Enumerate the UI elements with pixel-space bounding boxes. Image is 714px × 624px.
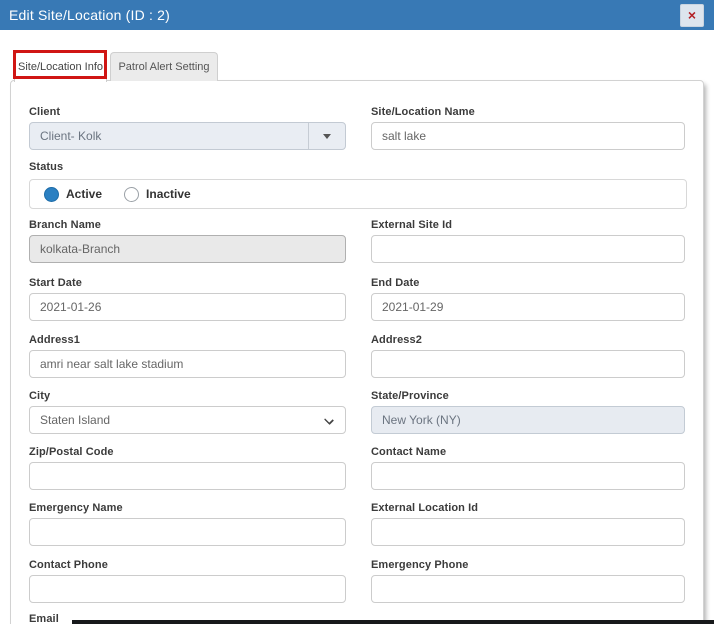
- start-date-input[interactable]: [29, 293, 346, 321]
- client-value: Client- Kolk: [40, 129, 102, 143]
- emergency-phone-label: Emergency Phone: [371, 559, 469, 571]
- city-value: Staten Island: [40, 413, 111, 427]
- tab-patrol-alert-setting[interactable]: Patrol Alert Setting: [110, 52, 218, 81]
- emergency-phone-input[interactable]: [371, 575, 685, 603]
- modal-header: Edit Site/Location (ID : 2) ×: [0, 0, 714, 30]
- address1-input[interactable]: [29, 350, 346, 378]
- branch-name-input: [29, 235, 346, 263]
- client-field: Client Client- Kolk: [29, 106, 346, 150]
- status-active-option[interactable]: Active: [44, 186, 103, 202]
- client-dropdown-button[interactable]: [308, 123, 345, 149]
- status-inactive-option[interactable]: Inactive: [124, 186, 191, 202]
- modal-title: Edit Site/Location (ID : 2): [9, 7, 171, 23]
- caret-down-icon: [323, 133, 331, 139]
- status-label: Status: [29, 161, 64, 173]
- client-label: Client: [29, 106, 61, 118]
- external-location-id-input[interactable]: [371, 518, 685, 546]
- end-date-input[interactable]: [371, 293, 685, 321]
- radio-unselected-icon[interactable]: [124, 186, 140, 202]
- status-field: Status: [29, 161, 346, 177]
- bottom-cutoff-edge: [72, 620, 714, 624]
- emergency-name-field: Emergency Name: [29, 502, 346, 546]
- branch-name-label: Branch Name: [29, 219, 102, 231]
- contact-name-input[interactable]: [371, 462, 685, 490]
- emergency-name-label: Emergency Name: [29, 502, 123, 514]
- city-field: City Staten Island: [29, 390, 346, 434]
- branch-name-field: Branch Name: [29, 219, 346, 263]
- close-button[interactable]: ×: [680, 4, 704, 27]
- site-location-info-panel: Client Client- Kolk Site/Location Name S…: [10, 80, 704, 624]
- state-label: State/Province: [371, 390, 449, 402]
- email-field: Email: [29, 613, 346, 624]
- start-date-label: Start Date: [29, 277, 82, 289]
- city-select[interactable]: Staten Island: [29, 406, 346, 434]
- state-input: [371, 406, 685, 434]
- radio-selected-icon[interactable]: [44, 186, 59, 202]
- contact-phone-input[interactable]: [29, 575, 346, 603]
- email-label: Email: [29, 613, 59, 624]
- emergency-name-input[interactable]: [29, 518, 346, 546]
- tab-site-location-info[interactable]: Site/Location Info: [14, 52, 107, 82]
- address1-label: Address1: [29, 334, 80, 346]
- address2-field: Address2: [371, 334, 685, 378]
- start-date-field: Start Date: [29, 277, 346, 321]
- zip-label: Zip/Postal Code: [29, 446, 114, 458]
- emergency-phone-field: Emergency Phone: [371, 559, 685, 603]
- zip-field: Zip/Postal Code: [29, 446, 346, 490]
- site-name-label: Site/Location Name: [371, 106, 475, 118]
- address2-label: Address2: [371, 334, 422, 346]
- state-field: State/Province: [371, 390, 685, 434]
- contact-phone-label: Contact Phone: [29, 559, 108, 571]
- external-location-id-label: External Location Id: [371, 502, 479, 514]
- zip-input[interactable]: [29, 462, 346, 490]
- site-name-input[interactable]: [371, 122, 685, 150]
- site-name-field: Site/Location Name: [371, 106, 685, 150]
- client-dropdown[interactable]: Client- Kolk: [29, 122, 346, 150]
- external-site-id-label: External Site Id: [371, 219, 453, 231]
- external-site-id-input[interactable]: [371, 235, 685, 263]
- status-active-label: Active: [66, 187, 103, 201]
- end-date-label: End Date: [371, 277, 420, 289]
- contact-name-label: Contact Name: [371, 446, 447, 458]
- status-inactive-label: Inactive: [146, 187, 191, 201]
- contact-name-field: Contact Name: [371, 446, 685, 490]
- status-radio-group: Active Inactive: [29, 179, 687, 209]
- address2-input[interactable]: [371, 350, 685, 378]
- close-icon: ×: [687, 7, 697, 23]
- external-site-id-field: External Site Id: [371, 219, 685, 263]
- contact-phone-field: Contact Phone: [29, 559, 346, 603]
- external-location-id-field: External Location Id: [371, 502, 685, 546]
- address1-field: Address1: [29, 334, 346, 378]
- end-date-field: End Date: [371, 277, 685, 321]
- city-label: City: [29, 390, 51, 402]
